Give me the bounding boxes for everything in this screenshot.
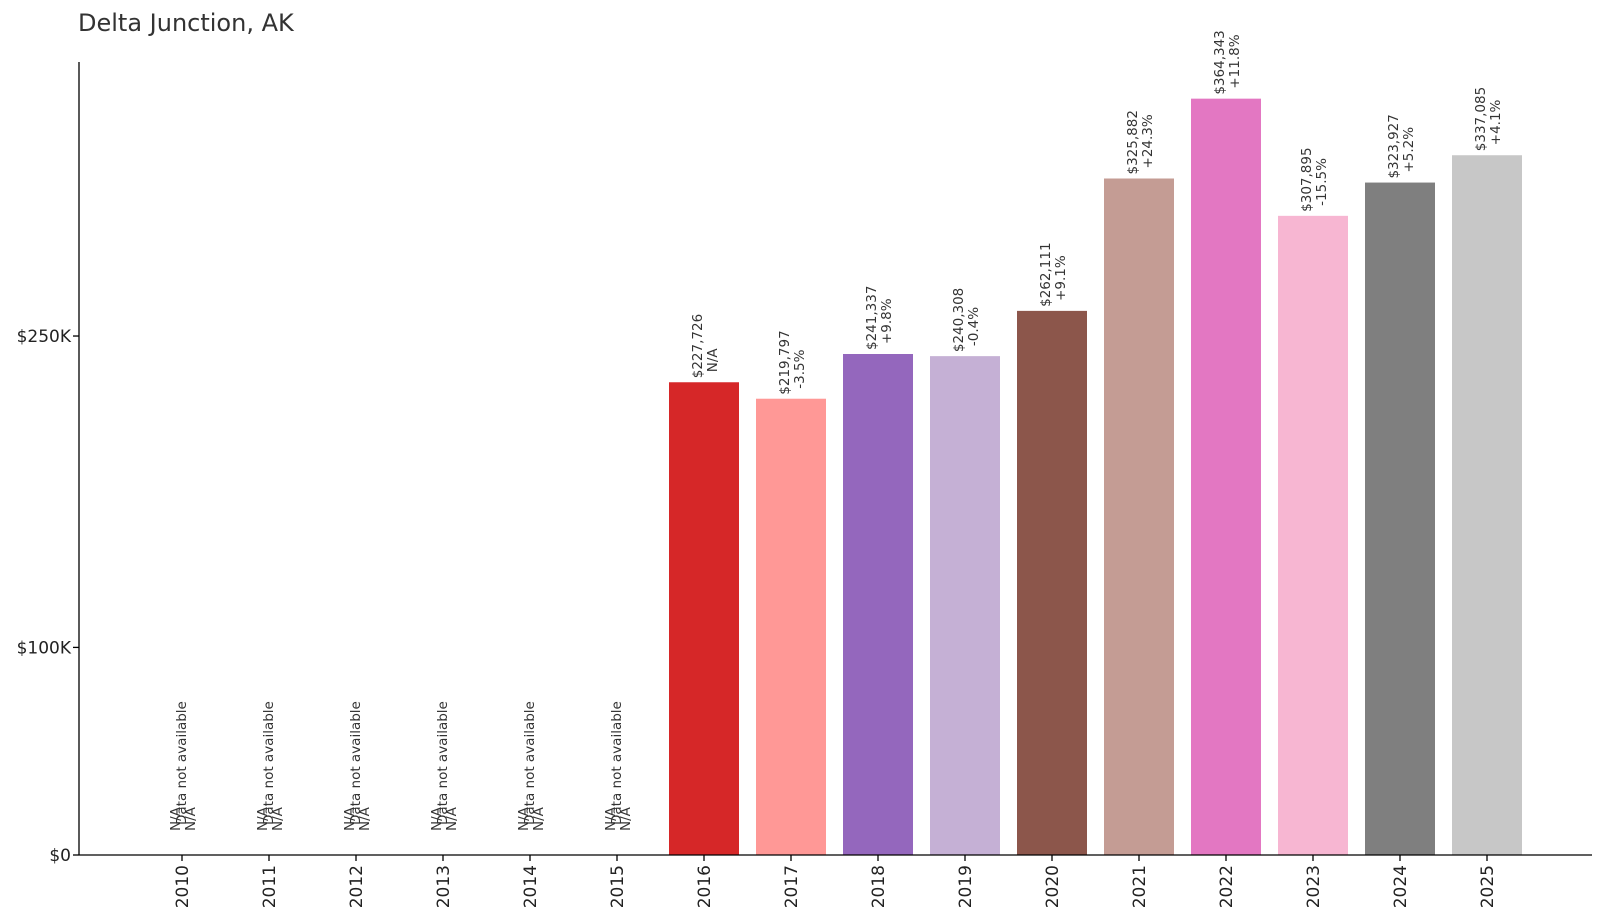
x-tick-label: 2024	[1391, 865, 1411, 908]
missing-data-note: Data not available	[348, 701, 364, 825]
missing-data-note: Data not available	[261, 701, 277, 825]
x-tick-label: 2011	[260, 865, 280, 908]
bar	[930, 356, 1000, 855]
x-tick-label: 2018	[869, 865, 889, 908]
y-tick-label: $250K	[17, 327, 72, 347]
x-tick-label: 2016	[695, 865, 715, 908]
bar-value-label: N/A	[255, 806, 271, 831]
x-tick-label: 2020	[1043, 865, 1063, 908]
bar-change-label: N/A	[705, 348, 721, 373]
bar-value-label: N/A	[429, 806, 445, 831]
x-tick-label: 2010	[173, 865, 193, 908]
missing-data-note: Data not available	[435, 701, 451, 825]
bar-value-label: $227,726	[690, 314, 706, 378]
x-tick-label: 2014	[521, 865, 541, 908]
bar-value-label: $337,085	[1473, 87, 1489, 151]
bar-value-label: $219,797	[777, 330, 793, 394]
bar-value-label: $325,882	[1125, 110, 1141, 174]
bar-change-label: -0.4%	[966, 307, 982, 346]
bar	[1278, 215, 1348, 856]
bar-value-label: $262,111	[1038, 242, 1054, 306]
y-axis-ticks: $0 $100K $250K	[17, 327, 79, 866]
bar-change-label: N/A	[183, 806, 199, 831]
x-axis-ticks: 2010 2011 2012 2013 2014 2015 2016 2017 2018 2019…	[173, 855, 1498, 908]
bar	[1104, 178, 1174, 855]
x-tick-label: 2023	[1304, 865, 1324, 908]
bar-change-label: -15.5%	[1314, 158, 1330, 206]
missing-data-note: Data not available	[522, 701, 538, 825]
missing-data-note: Data not available	[609, 701, 625, 825]
bar	[1191, 98, 1261, 856]
x-tick-label: 2017	[782, 865, 802, 908]
bar-value-label: N/A	[168, 806, 184, 831]
bar-change-label: +9.1%	[1053, 255, 1069, 301]
bar-change-label: N/A	[357, 806, 373, 831]
x-tick-label: 2025	[1478, 865, 1498, 908]
bar-change-label: +9.8%	[879, 298, 895, 344]
bar	[1452, 155, 1522, 856]
bar-change-label: -3.5%	[792, 349, 808, 388]
chart-title: Delta Junction, AK	[78, 9, 295, 37]
bar	[669, 382, 739, 855]
bar	[1365, 182, 1435, 855]
x-tick-label: 2021	[1130, 865, 1150, 908]
bar-value-label: $307,895	[1299, 147, 1315, 211]
bar-change-label: +4.1%	[1488, 99, 1504, 145]
bar	[843, 354, 913, 855]
x-tick-label: 2012	[347, 865, 367, 908]
bar-change-label: +11.8%	[1227, 34, 1243, 88]
x-tick-label: 2022	[1217, 865, 1237, 908]
bar-value-label: $240,308	[951, 288, 967, 352]
bar	[1017, 310, 1087, 855]
x-tick-label: 2019	[956, 865, 976, 908]
bar-change-label: N/A	[270, 806, 286, 831]
y-tick-label: $0	[49, 846, 71, 866]
bar-change-label: N/A	[531, 806, 547, 831]
bar-change-label: +24.3%	[1140, 114, 1156, 168]
bar-value-label: $364,343	[1212, 30, 1228, 94]
bar	[756, 398, 826, 855]
bar-change-label: +5.2%	[1401, 127, 1417, 173]
x-tick-label: 2015	[608, 865, 628, 908]
bar-value-label: N/A	[342, 806, 358, 831]
y-tick-label: $100K	[17, 638, 72, 658]
bar-change-label: N/A	[618, 806, 634, 831]
bar-value-label: $323,927	[1386, 114, 1402, 178]
x-tick-label: 2013	[434, 865, 454, 908]
bars-layer	[669, 98, 1522, 856]
bar-value-label: N/A	[516, 806, 532, 831]
bar-value-label: N/A	[603, 806, 619, 831]
missing-data-note: Data not available	[174, 701, 190, 825]
bar-value-label: $241,337	[864, 286, 880, 350]
bar-change-label: N/A	[444, 806, 460, 831]
